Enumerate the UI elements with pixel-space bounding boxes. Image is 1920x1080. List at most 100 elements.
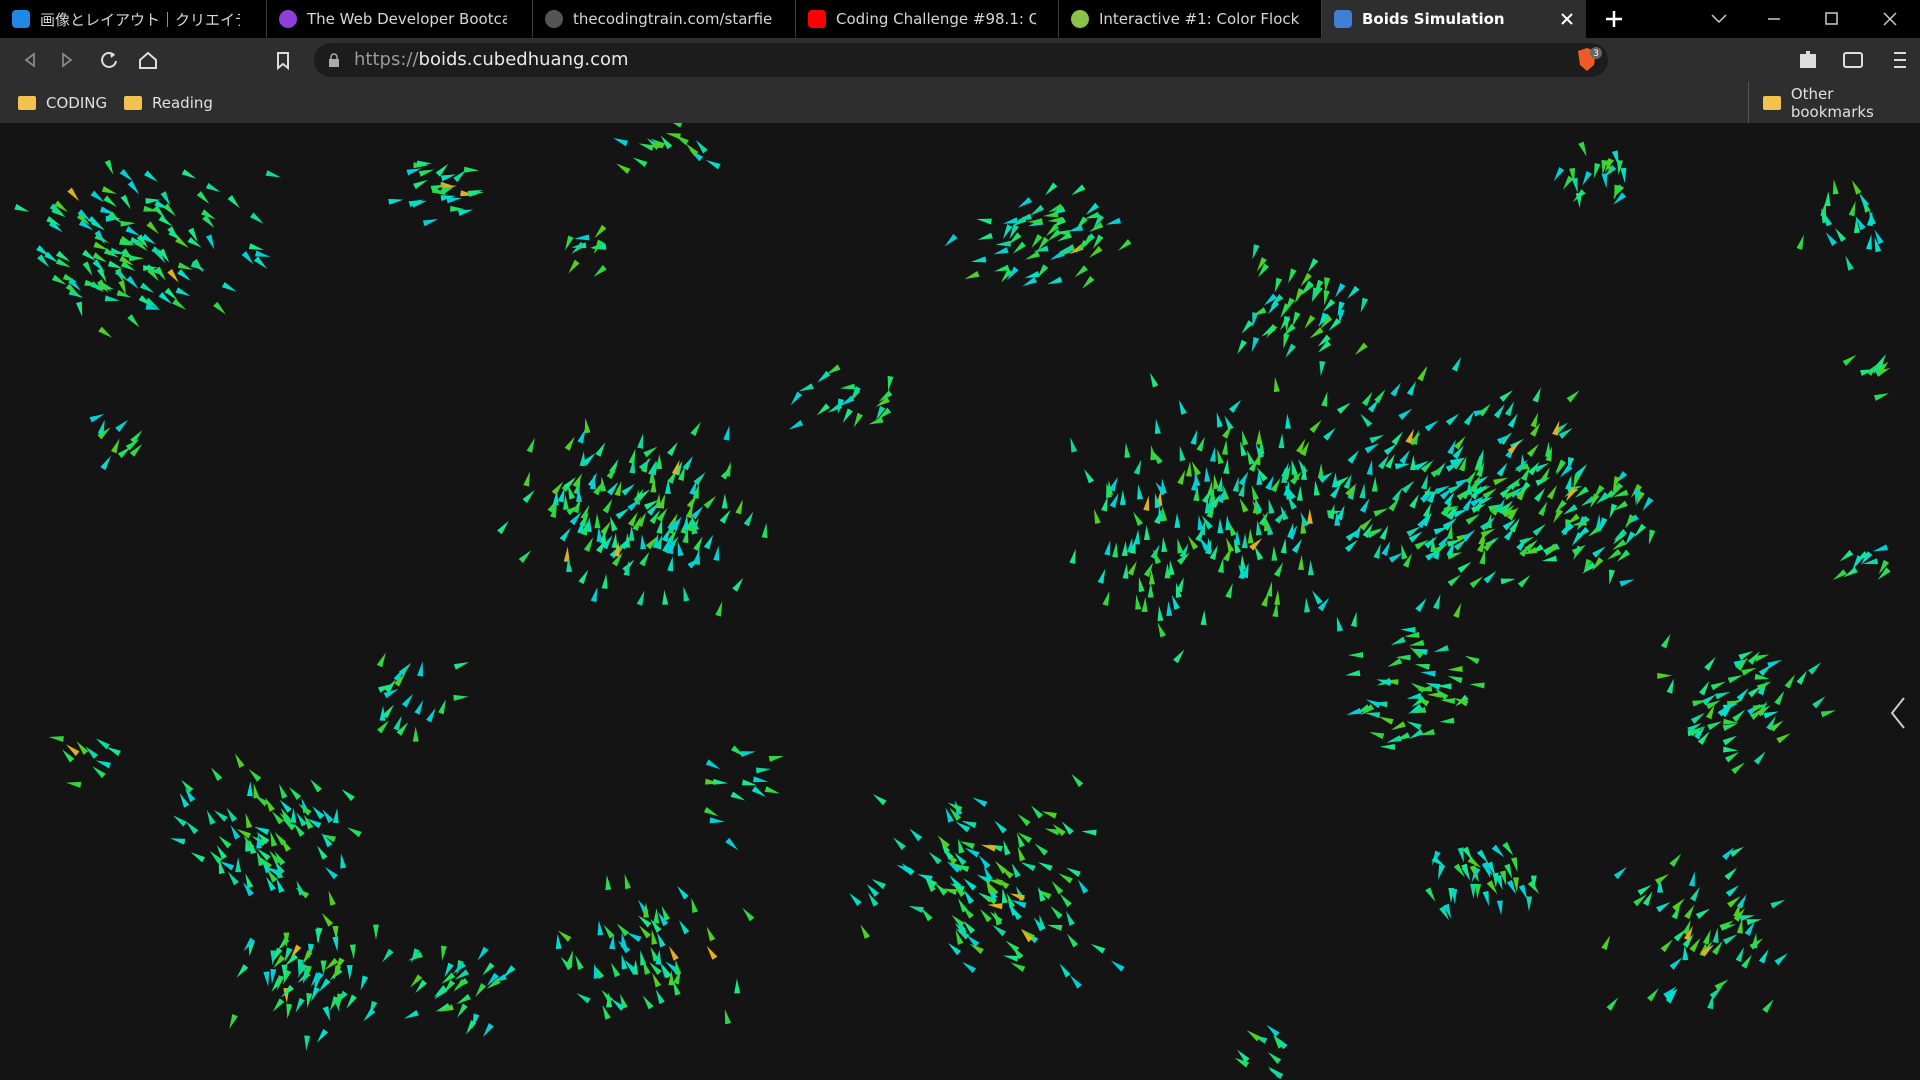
boid bbox=[1725, 884, 1740, 897]
boid bbox=[1552, 420, 1560, 436]
boid bbox=[1109, 493, 1119, 508]
boid bbox=[908, 906, 924, 913]
boid bbox=[1422, 502, 1432, 518]
boid bbox=[1258, 511, 1269, 527]
boid bbox=[82, 261, 93, 276]
extension-buttons[interactable] bbox=[1780, 38, 1920, 82]
boid bbox=[1274, 277, 1283, 293]
side-panel-toggle[interactable] bbox=[1890, 697, 1905, 729]
boid bbox=[1420, 474, 1428, 490]
boid bbox=[1507, 413, 1518, 428]
boid bbox=[335, 957, 345, 973]
boid bbox=[440, 195, 456, 202]
boid bbox=[1449, 457, 1465, 466]
address-bar[interactable]: https://boids.cubedhuang.com 3 bbox=[314, 43, 1608, 77]
boid bbox=[1714, 979, 1729, 991]
boid bbox=[1047, 924, 1063, 931]
boid bbox=[1741, 954, 1752, 969]
boid bbox=[1051, 880, 1064, 895]
boid bbox=[1573, 545, 1583, 561]
tab[interactable]: Interactive #1: Color Flocking – J bbox=[1059, 0, 1322, 38]
boid bbox=[1495, 498, 1505, 514]
boid bbox=[304, 1035, 311, 1051]
boids-canvas bbox=[0, 123, 1920, 1080]
brave-shield[interactable]: 3 bbox=[1572, 45, 1602, 75]
boid bbox=[1424, 536, 1438, 549]
boid bbox=[1578, 141, 1587, 157]
boid bbox=[1129, 538, 1136, 554]
boid bbox=[1105, 217, 1122, 225]
boid bbox=[868, 892, 879, 907]
tab-title: Boids Simulation bbox=[1362, 10, 1505, 28]
boid bbox=[1045, 223, 1059, 237]
boid bbox=[1872, 544, 1888, 552]
url-host: boids.cubedhuang.com bbox=[418, 49, 629, 70]
boid bbox=[190, 852, 206, 863]
tab[interactable]: Coding Challenge #98.1: Quadtre bbox=[796, 0, 1059, 38]
boid bbox=[1478, 403, 1491, 417]
boid bbox=[949, 883, 965, 893]
boid bbox=[1082, 275, 1095, 289]
boid bbox=[962, 905, 974, 919]
tab[interactable]: The Web Developer Bootcamp 2( bbox=[267, 0, 533, 38]
boid bbox=[440, 174, 457, 182]
close-tab[interactable] bbox=[1560, 12, 1574, 26]
boid bbox=[1089, 245, 1103, 258]
boid bbox=[868, 416, 884, 425]
boid bbox=[600, 528, 607, 544]
boid bbox=[677, 885, 689, 900]
boid bbox=[523, 471, 530, 487]
boid bbox=[1395, 654, 1411, 661]
boid bbox=[632, 516, 642, 531]
boid bbox=[964, 847, 980, 858]
boid bbox=[466, 1020, 477, 1035]
boid bbox=[1360, 704, 1375, 716]
boid bbox=[1751, 933, 1758, 949]
boid bbox=[613, 137, 629, 147]
bookmark[interactable]: Reading bbox=[124, 82, 213, 123]
boid bbox=[44, 251, 59, 263]
boid bbox=[475, 983, 487, 998]
boid bbox=[1625, 531, 1636, 546]
boid bbox=[1360, 297, 1369, 313]
nav-buttons[interactable] bbox=[0, 38, 310, 82]
boid bbox=[205, 182, 221, 193]
boid bbox=[1022, 276, 1038, 287]
boid bbox=[1373, 543, 1381, 559]
boid bbox=[1642, 497, 1654, 512]
boid bbox=[1705, 700, 1721, 710]
other-bookmarks[interactable]: Other bookmarks bbox=[1748, 82, 1920, 123]
boid bbox=[1273, 376, 1280, 393]
boid bbox=[1344, 539, 1358, 553]
tab-title: thecodingtrain.com/starfield.jpg bbox=[573, 10, 773, 28]
boid bbox=[1545, 543, 1558, 557]
boid bbox=[143, 265, 159, 272]
boid bbox=[668, 970, 675, 986]
boid bbox=[593, 963, 600, 979]
boid bbox=[1309, 419, 1322, 434]
tab-active[interactable]: Boids Simulation bbox=[1322, 0, 1586, 38]
boid bbox=[972, 797, 988, 808]
boid bbox=[1486, 861, 1496, 877]
boid bbox=[1682, 919, 1691, 935]
boid bbox=[411, 948, 420, 964]
boid bbox=[605, 874, 612, 891]
boid bbox=[1414, 539, 1430, 550]
bookmark[interactable]: CODING bbox=[18, 82, 107, 123]
boid bbox=[1381, 541, 1391, 556]
boid bbox=[1232, 476, 1239, 492]
boid bbox=[1447, 666, 1463, 672]
boid bbox=[1006, 266, 1019, 281]
boid bbox=[1048, 203, 1064, 213]
boid bbox=[720, 465, 732, 480]
toolbar: https://boids.cubedhuang.com 3 bbox=[0, 38, 1920, 82]
boid bbox=[85, 746, 99, 759]
boid bbox=[551, 481, 564, 496]
tab-icon bbox=[1071, 10, 1089, 28]
tab[interactable]: thecodingtrain.com/starfield.jpg bbox=[533, 0, 796, 38]
boid bbox=[624, 873, 631, 890]
boid bbox=[1439, 717, 1455, 724]
boid bbox=[1176, 552, 1190, 565]
boid bbox=[1702, 929, 1711, 945]
tab[interactable]: 画像とレイアウト｜クリエイティブコーデ bbox=[0, 0, 267, 38]
